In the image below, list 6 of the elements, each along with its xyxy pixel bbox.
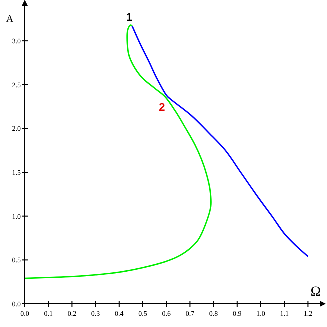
x-axis-title: Ω	[310, 285, 322, 300]
annotation: 2	[159, 102, 166, 114]
annotation: 1	[126, 12, 132, 24]
line-series	[24, 24, 212, 280]
line-series	[132, 25, 309, 258]
y-axis-title: A	[6, 14, 14, 25]
